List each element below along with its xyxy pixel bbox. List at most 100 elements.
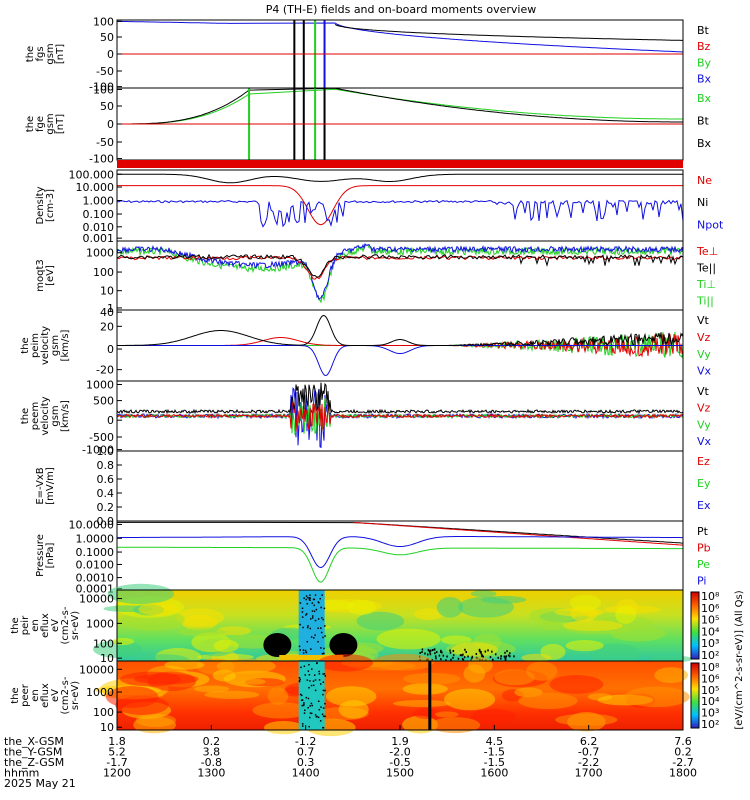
peer-noise-dot	[308, 686, 310, 689]
y-axis-label: fge	[35, 116, 46, 132]
peir-noise-dot	[309, 627, 312, 630]
x-row-value: 0.7	[297, 746, 315, 759]
peer-noise-dot	[315, 716, 318, 718]
y-axis-label: velocity	[40, 396, 51, 435]
peir-noise-dot	[306, 626, 309, 629]
y-tick-label: 0.8	[97, 459, 115, 472]
peir-noise	[452, 649, 455, 652]
peer-patch	[518, 692, 578, 710]
panel-temp: 1000 100 10 1 moqt3 [eV] Te⊥ Te|| Ti⊥ Ti||	[35, 240, 718, 315]
peir-noise-dot	[312, 615, 314, 617]
x-row-name: hhmm	[4, 767, 39, 780]
x-row-value: -2.0	[389, 746, 410, 759]
peer-noise-dot	[320, 706, 322, 708]
peir-noise-dot	[310, 636, 313, 638]
peer-patch	[267, 687, 289, 705]
x-row-value: 4.5	[486, 735, 504, 748]
y-axis-label: the	[20, 408, 31, 424]
x-row-name: the_Z-GSM	[4, 756, 64, 769]
peer-noise-dot	[319, 683, 322, 685]
peer-patch	[194, 685, 230, 693]
x-row-value: 1300	[197, 767, 225, 780]
peir-noise-dot	[301, 607, 304, 610]
legend-entry: Vt	[697, 314, 710, 327]
peir-noise-dot	[322, 636, 324, 639]
peir-noise	[504, 651, 506, 654]
colorbar-tick: 10²	[701, 649, 719, 662]
y-tick-label: 1.000	[83, 195, 115, 208]
y-tick-label: 0	[107, 118, 114, 131]
peer-noise-dot	[303, 665, 306, 668]
peer-patch	[430, 717, 481, 734]
y-axis-label: (cm2-s-	[60, 606, 71, 644]
peir-patch	[458, 596, 514, 618]
peir-noise	[497, 656, 499, 659]
y-tick-label: 10.000	[76, 181, 115, 194]
panel-peer: 10000 1000 100 10 the peer en eflux eV (cm2-s-sr-…	[10, 653, 690, 737]
peer-noise-dot	[324, 689, 326, 692]
peir-noise	[457, 657, 460, 660]
peer-noise-dot	[299, 693, 302, 696]
peir-patch	[521, 653, 552, 662]
colorbar-label: [eV/(cm^2-s-sr-eV)] (All Qs)	[734, 590, 745, 729]
colorbar-tick: 10³	[701, 707, 719, 720]
y-tick-label: 1.0000	[76, 532, 115, 545]
peir-noise	[445, 659, 447, 662]
legend-entry: Pt	[697, 525, 709, 538]
peir-noise-dot	[302, 649, 305, 651]
colorbar-tick: 10⁵	[701, 614, 719, 627]
peer-noise-dot	[309, 705, 311, 707]
peir-noise	[487, 649, 489, 652]
x-row-value: 1200	[103, 767, 131, 780]
y-tick-label: 10.0000	[69, 518, 115, 531]
peir-noise-dot	[313, 610, 316, 613]
legend-entry: Vz	[697, 331, 711, 344]
vx-trace	[117, 345, 683, 377]
peir-patch	[138, 602, 179, 616]
fge-by-trace	[117, 88, 683, 125]
pb-trace	[352, 521, 684, 546]
peir-noise	[467, 655, 469, 658]
y-axis-label: peem	[30, 402, 41, 430]
y-axis-label: eflux	[40, 613, 51, 638]
y-axis-label: peer	[20, 683, 31, 707]
peir-noise	[428, 649, 430, 652]
legend-entry: Vx	[697, 365, 712, 378]
x-row-value: -1.2	[295, 735, 316, 748]
colorbar-tick: 10²	[701, 718, 719, 731]
peir-noise	[427, 648, 430, 651]
vz-trace	[117, 333, 684, 358]
peir-noise	[435, 657, 437, 660]
bt-trace	[334, 23, 683, 41]
colorbar-tick: 10⁶	[701, 672, 720, 685]
legend-entry: Pb	[697, 541, 711, 554]
peir-noise	[431, 649, 434, 652]
peer-noise-dot	[310, 712, 313, 715]
peir-noise-dot	[323, 647, 325, 650]
peir-noise-dot	[306, 640, 309, 643]
x-row-value: 5.2	[108, 746, 126, 759]
y-axis-label: eV	[50, 619, 61, 632]
x-row-value: -0.5	[389, 756, 410, 769]
peir-noise-dot	[311, 617, 314, 619]
peer-noise-dot	[303, 702, 305, 704]
y-axis-label: Pressure	[35, 534, 46, 577]
peer-patch	[317, 654, 373, 672]
peir-noise-dot	[322, 618, 324, 621]
bx-trace	[117, 20, 684, 53]
panel-fgs: 100 50 0 -50 -100 the fgs gsm [nT] Bt Bz By Bx	[25, 15, 712, 93]
legend-entry: Vx	[697, 435, 712, 448]
y-tick-label: 100	[93, 83, 114, 96]
peir-noise-dot	[313, 604, 315, 607]
x-row-value: -0.7	[578, 746, 599, 759]
peir-patch	[356, 611, 405, 631]
peir-noise-dot	[302, 652, 305, 654]
peir-patch	[470, 590, 497, 598]
peir-noise	[506, 650, 508, 653]
peer-noise-dot	[308, 663, 310, 666]
x-row-value: 3.8	[203, 746, 221, 759]
peir-noise	[421, 651, 423, 654]
y-tick-label: 1000	[86, 686, 114, 699]
peer-noise-dot	[322, 715, 325, 718]
